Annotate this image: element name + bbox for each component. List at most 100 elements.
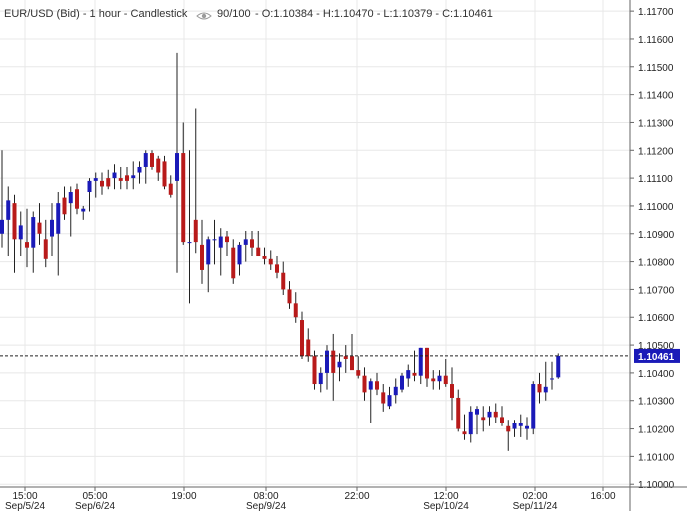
candle-body (556, 355, 561, 378)
candle-body (81, 208, 86, 212)
candle-body (300, 320, 304, 357)
candle-body (306, 339, 311, 357)
y-tick-label: 1.11200 (638, 146, 674, 157)
candle-body (375, 381, 379, 390)
candle (362, 367, 367, 401)
candle (543, 361, 548, 401)
candle (181, 122, 186, 245)
x-tick-time: 05:00 (82, 491, 107, 502)
candle (112, 164, 117, 190)
chart-title: EUR/USD (Bid) - 1 hour - Candlestick (4, 8, 188, 20)
candle (331, 333, 336, 401)
y-tick-label: 1.10300 (638, 397, 675, 408)
candle-body (100, 180, 104, 187)
candle (250, 230, 254, 257)
candle-body (143, 153, 148, 167)
candle-body (362, 375, 367, 393)
candle (400, 372, 404, 393)
candle (387, 386, 392, 410)
y-tick-label: 1.11700 (638, 7, 674, 18)
candle (87, 178, 92, 212)
candle-body (256, 247, 261, 257)
candle-body (325, 350, 329, 373)
candle-body (387, 395, 392, 407)
candle (437, 370, 442, 390)
candle (162, 155, 167, 190)
candle (118, 166, 123, 190)
candle-body (443, 375, 448, 385)
candle-body (193, 219, 198, 243)
candle (506, 420, 511, 451)
candle (412, 350, 417, 382)
candle (306, 328, 311, 362)
candle-body (150, 153, 154, 167)
candle (393, 378, 398, 404)
y-tick-label: 1.11400 (638, 91, 674, 102)
candle-body (406, 370, 411, 379)
candle (325, 345, 329, 390)
candle (237, 242, 242, 276)
eye-icon[interactable] (196, 12, 212, 20)
candle-body (381, 392, 386, 404)
x-tick-date: Sep/10/24 (423, 501, 469, 511)
candle (443, 358, 448, 387)
candle (512, 420, 517, 437)
candle (431, 370, 436, 390)
candle (356, 356, 361, 379)
x-tick-time: 16:00 (590, 491, 615, 502)
candle (406, 364, 411, 387)
chart-header: EUR/USD (Bid) - 1 hour - Candlestick 90/… (4, 8, 493, 20)
candle-body (56, 203, 61, 234)
candle (287, 281, 292, 309)
candle (206, 236, 211, 293)
candle-body (337, 361, 342, 368)
candle-body (431, 378, 436, 382)
candle-body (75, 189, 79, 209)
candle-body (550, 378, 554, 380)
candle-body (281, 272, 286, 290)
x-tick-time: 08:00 (253, 491, 278, 502)
candle (281, 261, 286, 295)
candle (143, 150, 148, 184)
candle-body (250, 239, 254, 248)
y-tick-label: 1.11000 (638, 202, 674, 213)
candle-body (437, 375, 442, 382)
candle-body (0, 219, 4, 234)
candle-body (275, 264, 279, 273)
x-tick-date: Sep/9/24 (246, 501, 286, 511)
candle (418, 347, 423, 385)
candle (318, 367, 323, 393)
candle-body (343, 356, 348, 359)
candle-body (156, 158, 161, 173)
candle-body (137, 166, 142, 173)
candle (256, 230, 261, 257)
candle (293, 292, 298, 323)
candle (168, 175, 173, 198)
candle-body (43, 239, 48, 259)
candle-body (412, 372, 417, 376)
candle-body (393, 386, 398, 396)
candle-body (37, 222, 42, 234)
candle (531, 381, 536, 435)
candle (481, 406, 486, 432)
candle (375, 372, 379, 396)
candle (137, 161, 142, 184)
y-tick-label: 1.10000 (638, 480, 675, 491)
y-tick-label: 1.11500 (638, 63, 674, 74)
candle (0, 150, 4, 248)
candle (106, 169, 111, 190)
y-tick-label: 1.11600 (638, 35, 674, 46)
candle-body (212, 239, 217, 241)
candle-body (50, 219, 54, 237)
candle-body (356, 370, 361, 376)
candle-body (18, 225, 23, 240)
ohlc-readout: - O:1.10384 - H:1.10470 - L:1.10379 - C:… (255, 8, 493, 20)
candle (456, 389, 461, 432)
candle-body (312, 356, 317, 385)
candle (131, 161, 136, 190)
candle (68, 186, 73, 237)
candle (12, 194, 17, 273)
candle-body (131, 175, 136, 179)
